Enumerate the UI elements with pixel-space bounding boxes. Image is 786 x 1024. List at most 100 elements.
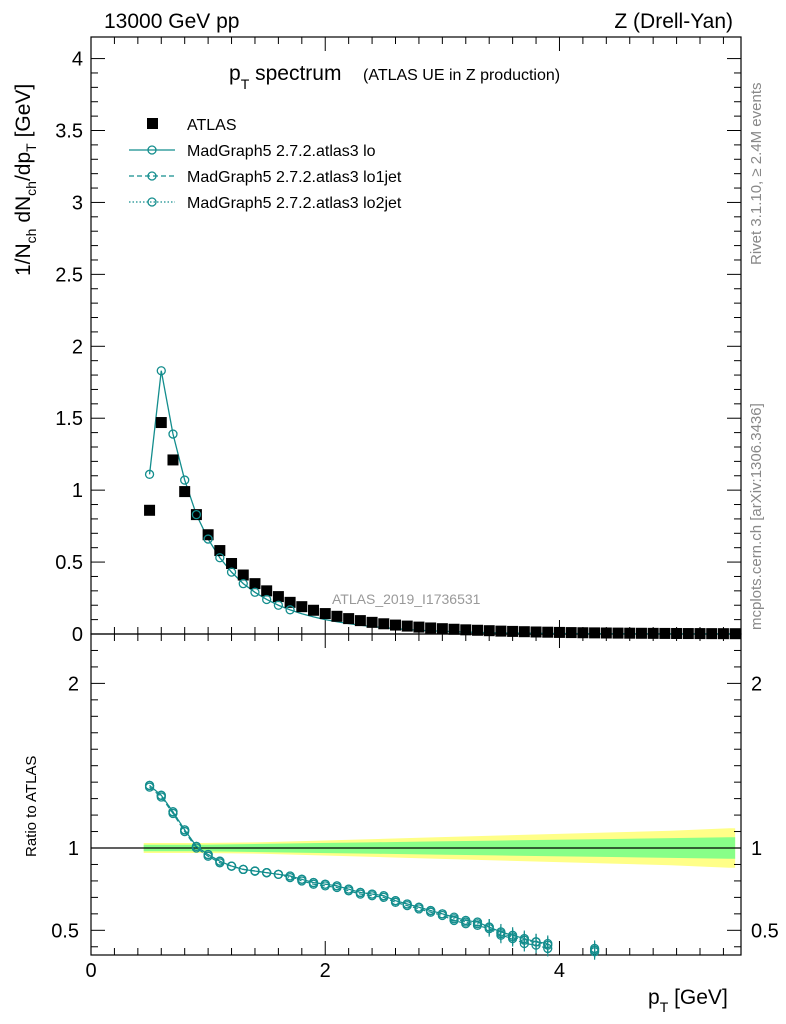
atlas-point — [471, 624, 483, 636]
ratio-point-lo2jet — [472, 919, 483, 929]
main-y-tick-label: 1 — [72, 480, 83, 502]
legend-label-lo2jet: MadGraph5 2.7.2.atlas3 lo2jet — [187, 195, 402, 212]
ratio-point-lo2jet — [531, 937, 541, 947]
ratio-point-lo2jet — [215, 856, 225, 866]
ratio-line-lo2jet — [149, 784, 548, 946]
atlas-point — [179, 486, 191, 498]
atlas-point — [729, 628, 741, 640]
mc-point — [285, 605, 295, 615]
x-tick-label: 2 — [320, 960, 331, 982]
atlas-point — [390, 619, 402, 631]
ratio-point-lo2jet — [414, 902, 424, 912]
main-y-tick-label: 0 — [72, 624, 83, 646]
atlas-point — [214, 545, 226, 557]
x-tick-label: 0 — [85, 960, 96, 982]
ratio-point-lo2jet — [262, 868, 272, 878]
atlas-point — [612, 627, 624, 639]
legend-marker-lo — [147, 145, 157, 155]
mc-point — [180, 475, 190, 485]
ratio-point-lo2jet — [484, 922, 494, 932]
title-rest: spectrum — [249, 62, 341, 85]
atlas-point — [284, 596, 296, 608]
main-y-axis: 0 0.5 1 1.5 2 2.5 3 3.5 4 — [55, 49, 741, 646]
atlas-point — [483, 625, 495, 637]
x-axis-label: pT [GeV] — [648, 986, 728, 1015]
atlas-point — [319, 608, 331, 620]
atlas-point — [249, 578, 261, 590]
ratio-point-lo2jet — [449, 914, 459, 924]
atlas-point — [366, 616, 378, 628]
main-y-tick-label: 3.5 — [55, 121, 83, 143]
main-y-tick-label: 3 — [72, 192, 83, 214]
ratio-y-tick-label-right: 1 — [751, 838, 762, 860]
atlas-point — [401, 620, 413, 632]
legend-label-lo1jet: MadGraph5 2.7.2.atlas3 lo1jet — [187, 169, 402, 186]
ratio-point-lo2jet — [285, 872, 295, 883]
mc-point — [250, 587, 260, 597]
mc-point — [191, 509, 202, 520]
mc-point — [215, 553, 225, 563]
atlas-point — [635, 627, 647, 639]
atlas-point — [448, 623, 460, 635]
svg-text:pT spectrum: pT spectrum — [229, 62, 341, 92]
atlas-point — [600, 627, 612, 639]
ratio-point-lo2jet — [507, 932, 518, 942]
ratio-point-lo2jet — [180, 825, 190, 835]
atlas-point — [542, 626, 554, 638]
ratio-point-lo2jet — [461, 917, 471, 927]
rivet-label: Rivet 3.1.10, ≥ 2.4M events — [748, 83, 765, 266]
atlas-point — [354, 615, 366, 627]
main-y-tick-label: 4 — [72, 49, 83, 71]
atlas-point — [343, 613, 355, 625]
atlas-point — [717, 628, 729, 640]
legend-label-atlas: ATLAS — [187, 117, 237, 134]
atlas-point — [553, 626, 565, 638]
atlas-point — [144, 504, 156, 516]
legend-item-lo: MadGraph5 2.7.2.atlas3 lo — [129, 143, 376, 160]
atlas-point — [577, 627, 589, 639]
legend-label-lo: MadGraph5 2.7.2.atlas3 lo — [187, 143, 376, 160]
ratio-point-lo2jet — [332, 881, 342, 891]
atlas-point — [237, 569, 249, 581]
plot-title: pT spectrum (ATLAS UE in Z production) — [229, 62, 560, 92]
mc-point — [273, 600, 284, 610]
mc-point — [238, 579, 248, 589]
ratio-point-lo2jet — [589, 943, 600, 954]
atlas-point — [226, 558, 238, 570]
atlas-point — [261, 585, 273, 597]
ratio-point-lo2jet — [250, 866, 260, 876]
ratio-y-tick-label-left: 2 — [68, 673, 79, 695]
mc-point — [226, 567, 237, 577]
atlas-point — [272, 591, 284, 603]
atlas-point — [167, 454, 179, 466]
atlas-point — [308, 604, 320, 616]
atlas-point — [565, 627, 577, 639]
ratio-point-lo2jet — [191, 841, 202, 852]
ratio-line-lo — [149, 784, 548, 945]
ratio-point-lo2jet — [226, 861, 237, 871]
atlas-point — [425, 622, 437, 634]
ratio-point-lo2jet — [344, 884, 354, 894]
legend-item-lo2jet: MadGraph5 2.7.2.atlas3 lo2jet — [129, 195, 402, 212]
ratio-y-tick-label-right: 0.5 — [751, 920, 779, 942]
main-data-layer — [144, 366, 741, 640]
ratio-point-lo2jet — [156, 790, 166, 800]
header-right: Z (Drell-Yan) — [614, 10, 733, 33]
atlas-point — [671, 627, 683, 639]
header-left: 13000 GeV pp — [104, 10, 239, 33]
main-y-tick-label: 1.5 — [55, 408, 83, 430]
mc-point — [262, 594, 272, 605]
ratio-point-lo2jet — [367, 889, 377, 899]
ratio-frame — [90, 633, 742, 956]
atlas-point — [331, 610, 343, 622]
ratio-y-label: Ratio to ATLAS — [23, 756, 40, 857]
ratio-point-lo2jet — [203, 849, 213, 860]
atlas-point — [190, 509, 202, 521]
legend-item-lo1jet: MadGraph5 2.7.2.atlas3 lo1jet — [129, 169, 402, 186]
ratio-point-lo2jet — [238, 864, 248, 875]
atlas-point — [682, 628, 694, 640]
atlas-point — [624, 627, 636, 639]
x-tick-label: 4 — [554, 960, 565, 982]
ratio-y-tick-label-left: 1 — [68, 838, 79, 860]
atlas-point — [460, 624, 472, 636]
